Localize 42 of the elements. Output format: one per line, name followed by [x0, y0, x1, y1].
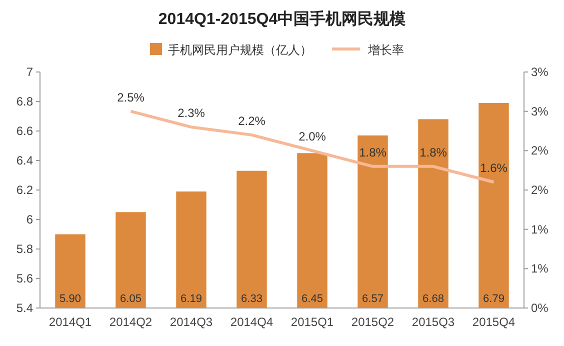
y2-tick-label: 2%: [531, 183, 549, 197]
data-label: 6.79: [483, 293, 504, 305]
x-tick-label: 2014Q4: [230, 315, 274, 329]
data-label: 6.33: [241, 293, 262, 305]
data-label: 6.19: [180, 293, 202, 305]
y2-tick-label: 0%: [531, 301, 549, 315]
y2-tick-label: 2%: [531, 144, 549, 158]
y-tick-label: 5.6: [16, 272, 34, 286]
y-tick-label: 6.8: [16, 94, 34, 108]
data-label: 6.05: [120, 293, 142, 305]
y-tick-label: 6.6: [16, 124, 34, 138]
y2-tick-label: 3%: [531, 104, 549, 118]
x-tick-label: 2014Q2: [109, 315, 152, 329]
data-label: 5.90: [60, 293, 81, 305]
x-tick-label: 2015Q1: [290, 315, 334, 329]
data-label: 6.45: [302, 293, 323, 305]
data-label: 1.6%: [480, 161, 508, 176]
y-tick-label: 7: [26, 65, 34, 79]
data-label: 6.57: [362, 293, 384, 305]
x-tick-label: 2014Q3: [170, 315, 213, 329]
chart-title: 2014Q1-2015Q4中国手机网民规模: [158, 10, 406, 28]
y-tick-label: 5.4: [16, 301, 34, 315]
data-label: 2.5%: [117, 90, 145, 104]
data-label: 2.2%: [238, 114, 266, 128]
data-label: 1.8%: [359, 145, 387, 160]
legend-label: 增长率: [367, 43, 404, 57]
data-label: 2.0%: [298, 130, 326, 144]
y-tick-label: 6.2: [16, 183, 34, 197]
data-label: 1.8%: [420, 145, 448, 160]
x-tick-label: 2015Q4: [472, 315, 516, 329]
data-label: 6.68: [422, 293, 444, 305]
y2-tick-label: 3%: [531, 65, 549, 79]
x-tick-label: 2015Q3: [412, 315, 455, 329]
y-tick-label: 5.8: [16, 242, 34, 256]
y2-tick-label: 1%: [531, 262, 549, 276]
y-tick-label: 6: [26, 212, 34, 226]
x-tick-label: 2014Q1: [48, 315, 92, 329]
legend-label: 手机网民用户规模（亿人）: [168, 43, 312, 57]
x-tick-label: 2015Q2: [351, 315, 394, 329]
y-tick-label: 6.4: [16, 154, 34, 168]
y2-tick-label: 1%: [531, 222, 549, 236]
data-label: 2.3%: [178, 106, 206, 120]
